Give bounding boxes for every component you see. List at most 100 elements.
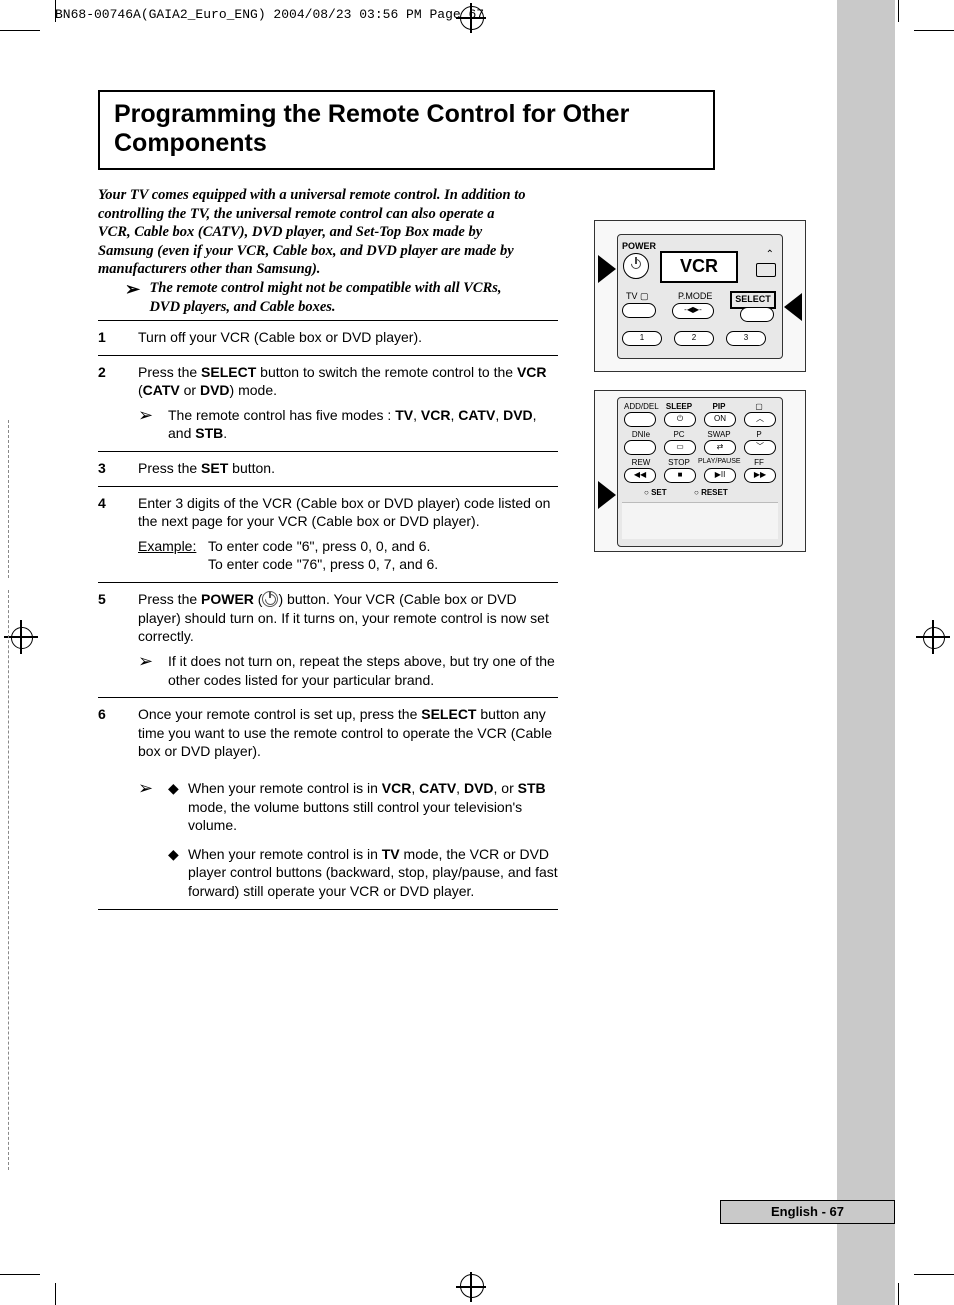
guide-dashed-1: [8, 420, 9, 578]
step-1: 1 Turn off your VCR (Cable box or DVD pl…: [98, 321, 558, 355]
registration-left: [8, 624, 34, 650]
example-text: To enter code "6", press 0, 0, and 6. To…: [208, 537, 558, 574]
crop-top-right-v: [898, 0, 899, 22]
step-4: 4 Enter 3 digits of the VCR (Cable box o…: [98, 487, 558, 582]
crop-bot-left-h: [0, 1274, 40, 1275]
lbl-pip: PIP: [704, 402, 734, 411]
steps-list: 1 Turn off your VCR (Cable box or DVD pl…: [98, 320, 558, 910]
page-footer: English - 67: [720, 1200, 895, 1224]
crop-bot-right-v: [898, 1283, 899, 1305]
step-number: 5: [98, 590, 138, 689]
pmode-label: P.MODE: [678, 291, 712, 301]
note-arrow-icon: ➢: [138, 406, 168, 443]
lbl-sleep: SLEEP: [664, 402, 694, 411]
lbl-playpause: PLAY/PAUSE: [698, 458, 740, 465]
bullet-text: When your remote control is in VCR, CATV…: [188, 779, 558, 835]
pointer-set: [598, 481, 616, 509]
note-arrow-icon: ➢: [125, 279, 145, 300]
btn-adddel: [624, 412, 656, 427]
title-box: Programming the Remote Control for Other…: [98, 90, 715, 170]
crop-bot-right-h: [914, 1274, 954, 1275]
bullet-icon: ◆: [168, 779, 188, 835]
btn-down: ﹀: [744, 440, 776, 455]
power-button: [623, 253, 649, 279]
intro-paragraph: Your TV comes equipped with a universal …: [98, 186, 528, 279]
step-2-note: ➢ The remote control has five modes : TV…: [138, 406, 558, 443]
step-number: 2: [98, 363, 138, 443]
crop-top-left-v: [55, 0, 56, 22]
btn-rew: ◀◀: [624, 468, 656, 483]
mode-display: VCR: [660, 251, 738, 283]
btn-playpause: ▶II: [704, 468, 736, 483]
signal-icon: ⌃: [766, 249, 774, 260]
btn-dnie: [624, 440, 656, 455]
example-label: Example:: [138, 537, 208, 574]
btn-swap: ⇄: [704, 440, 736, 455]
btn-sleep: ⏻: [664, 412, 696, 427]
page: BN68-00746A(GAIA2_Euro_ENG) 2004/08/23 0…: [0, 0, 954, 1305]
remote-body: POWER VCR ⌃ TV ▢ P.MODE -◀▶- SELECT 1 2 …: [617, 234, 783, 359]
battery-icon: [756, 263, 776, 277]
step-body: Press the SET button.: [138, 459, 558, 478]
num-1-button: 1: [622, 331, 662, 346]
step-body: Press the SELECT button to switch the re…: [138, 363, 558, 443]
step-5: 5 Press the POWER () button. Your VCR (C…: [98, 583, 558, 697]
power-label: POWER: [622, 241, 656, 251]
cropmark-top-circle: [460, 6, 484, 30]
separator: [98, 909, 558, 910]
compat-note-row: ➢ The remote control might not be compat…: [125, 279, 535, 316]
btn-up: ︿: [744, 412, 776, 427]
crop-bot-left-v: [55, 1283, 56, 1305]
power-icon: [262, 591, 278, 607]
lbl-p: P: [744, 430, 774, 439]
remote-diagram-1: POWER VCR ⌃ TV ▢ P.MODE -◀▶- SELECT 1 2 …: [594, 220, 806, 372]
lbl-pc: PC: [664, 430, 694, 439]
step-6-bullet-1: ➢ ◆ When your remote control is in VCR, …: [138, 779, 558, 835]
compat-note-text: The remote control might not be compatib…: [149, 279, 519, 316]
side-shade: [837, 0, 895, 1305]
note-text: The remote control has five modes : TV, …: [168, 406, 558, 443]
step-5-note: ➢ If it does not turn on, repeat the ste…: [138, 652, 558, 689]
note-arrow-icon: ➢: [138, 652, 168, 689]
lbl-reset: ○ RESET: [694, 488, 728, 497]
step-number: 4: [98, 494, 138, 574]
step-2: 2 Press the SELECT button to switch the …: [98, 356, 558, 451]
lbl-r1c4: ▢: [744, 402, 774, 411]
num-2-button: 2: [674, 331, 714, 346]
lbl-ff: FF: [744, 458, 774, 467]
bullet-icon: ◆: [168, 845, 188, 901]
btn-stop: ■: [664, 468, 696, 483]
note-text: If it does not turn on, repeat the steps…: [168, 652, 558, 689]
step-body: Once your remote control is set up, pres…: [138, 705, 558, 900]
pointer-power: [598, 255, 616, 283]
lbl-swap: SWAP: [704, 430, 734, 439]
lbl-dnie: DNIe: [624, 430, 658, 439]
power-icon: [630, 258, 642, 270]
step-number: 6: [98, 705, 138, 900]
lbl-stop: STOP: [664, 458, 694, 467]
step-6: 6 Once your remote control is set up, pr…: [98, 698, 558, 908]
step-6-bullet-2: ➢ ◆ When your remote control is in TV mo…: [138, 845, 558, 901]
registration-right: [920, 624, 946, 650]
lbl-adddel: ADD/DEL: [624, 402, 658, 411]
lbl-set: ○ SET: [644, 488, 667, 497]
step-body: Enter 3 digits of the VCR (Cable box or …: [138, 494, 558, 574]
step-3: 3 Press the SET button.: [98, 452, 558, 486]
step-body: Turn off your VCR (Cable box or DVD play…: [138, 328, 558, 347]
btn-ff: ▶▶: [744, 468, 776, 483]
step-body: Press the POWER () button. Your VCR (Cab…: [138, 590, 558, 689]
guide-dashed-2: [8, 590, 9, 1170]
tv-button: [622, 303, 656, 318]
bullet-text: When your remote control is in TV mode, …: [188, 845, 558, 901]
step-number: 1: [98, 328, 138, 347]
remote-blank-panel: [622, 502, 778, 539]
remote-diagram-2: ADD/DEL SLEEP PIP ▢ ⏻ ON ︿ DNIe PC SWAP …: [594, 390, 806, 552]
btn-pip-on: ON: [704, 412, 736, 427]
note-arrow-icon: ➢: [138, 779, 168, 835]
page-title: Programming the Remote Control for Other…: [114, 100, 629, 157]
pointer-select: [784, 293, 802, 321]
doc-header-line: BN68-00746A(GAIA2_Euro_ENG) 2004/08/23 0…: [55, 7, 484, 22]
step-number: 3: [98, 459, 138, 478]
select-button: [740, 307, 774, 322]
crop-top-right-h: [914, 30, 954, 31]
